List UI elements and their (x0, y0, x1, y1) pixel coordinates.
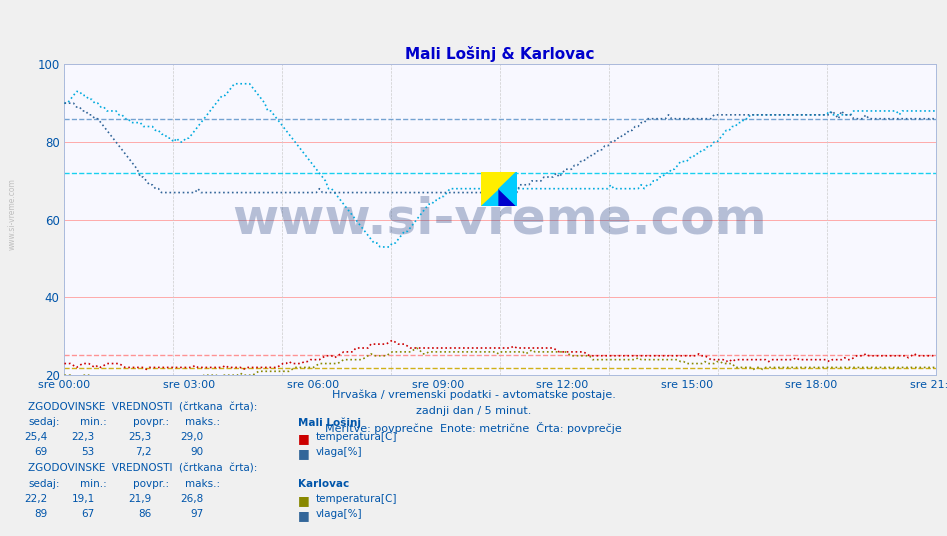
Text: maks.:: maks.: (185, 417, 220, 427)
Text: ZGODOVINSKE  VREDNOSTI  (črtkana  črta):: ZGODOVINSKE VREDNOSTI (črtkana črta): (28, 402, 258, 412)
Polygon shape (499, 189, 517, 206)
Text: povpr.:: povpr.: (133, 417, 169, 427)
Text: 97: 97 (190, 509, 204, 519)
Text: 26,8: 26,8 (180, 494, 204, 504)
Polygon shape (481, 172, 517, 206)
Text: 89: 89 (34, 509, 47, 519)
Text: 25,4: 25,4 (24, 432, 47, 442)
Text: ZGODOVINSKE  VREDNOSTI  (črtkana  črta):: ZGODOVINSKE VREDNOSTI (črtkana črta): (28, 464, 258, 474)
Text: www.si-vreme.com: www.si-vreme.com (233, 196, 767, 244)
Text: vlaga[%]: vlaga[%] (315, 509, 362, 519)
Title: Mali Lošinj & Karlovac: Mali Lošinj & Karlovac (405, 46, 595, 62)
Text: 90: 90 (190, 447, 204, 457)
Text: ■: ■ (298, 494, 310, 507)
Text: ■: ■ (298, 432, 310, 445)
Text: 25,3: 25,3 (128, 432, 152, 442)
Text: 22,2: 22,2 (24, 494, 47, 504)
Text: zadnji dan / 5 minut.: zadnji dan / 5 minut. (416, 406, 531, 416)
Text: 29,0: 29,0 (181, 432, 204, 442)
Text: 86: 86 (138, 509, 152, 519)
Text: sedaj:: sedaj: (28, 479, 60, 489)
Text: 7,2: 7,2 (134, 447, 152, 457)
Text: temperatura[C]: temperatura[C] (315, 494, 397, 504)
Text: ■: ■ (298, 509, 310, 522)
Text: Hrvaška / vremenski podatki - avtomatske postaje.: Hrvaška / vremenski podatki - avtomatske… (331, 390, 616, 400)
Text: Meritve: povprečne  Enote: metrične  Črta: povprečje: Meritve: povprečne Enote: metrične Črta:… (325, 422, 622, 434)
Text: sedaj:: sedaj: (28, 417, 60, 427)
Text: Mali Lošinj: Mali Lošinj (298, 417, 362, 428)
Text: ■: ■ (298, 447, 310, 460)
Text: temperatura[C]: temperatura[C] (315, 432, 397, 442)
Text: Karlovac: Karlovac (298, 479, 349, 489)
Text: min.:: min.: (80, 417, 107, 427)
Text: min.:: min.: (80, 479, 107, 489)
Text: www.si-vreme.com: www.si-vreme.com (8, 178, 17, 250)
Text: 22,3: 22,3 (71, 432, 95, 442)
Text: 21,9: 21,9 (128, 494, 152, 504)
Text: 69: 69 (34, 447, 47, 457)
Polygon shape (499, 172, 517, 206)
Text: 19,1: 19,1 (71, 494, 95, 504)
Text: maks.:: maks.: (185, 479, 220, 489)
Text: povpr.:: povpr.: (133, 479, 169, 489)
Polygon shape (481, 172, 517, 206)
Text: 53: 53 (81, 447, 95, 457)
Text: 67: 67 (81, 509, 95, 519)
Text: vlaga[%]: vlaga[%] (315, 447, 362, 457)
